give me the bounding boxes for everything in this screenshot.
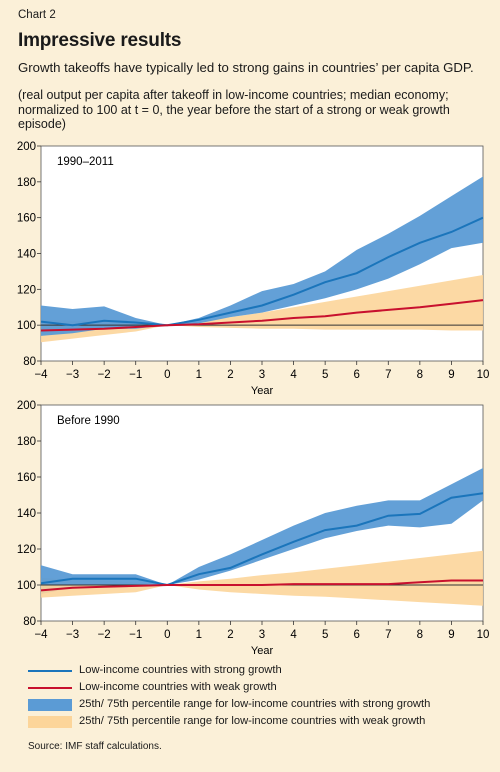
legend-label: 25th/ 75th percentile range for low-inco… (79, 715, 426, 727)
x-axis-label: Year (251, 645, 274, 657)
source-note: Source: IMF staff calculations. (28, 741, 162, 752)
chart-panel-2: 80 100 120 140 160 180 200 −4 −3 −2 −1 0 1 2 3 4 5 6 7 8 9 10… (17, 400, 490, 657)
y-tick-label: 180 (17, 177, 36, 189)
legend-label: Low-income countries with strong growth (79, 664, 282, 676)
y-tick-label: 120 (17, 284, 36, 296)
percentile-band-strong (41, 468, 483, 594)
series-line-strong (40, 492, 484, 587)
y-tick-label: 180 (17, 436, 36, 448)
y-tick-label: 200 (17, 141, 36, 153)
chart-number-label: Chart 2 (18, 9, 56, 21)
y-tick-label: 160 (17, 472, 36, 484)
x-tick-label: 1 (196, 629, 202, 641)
x-tick-label: 10 (477, 369, 490, 381)
x-tick-label: 6 (354, 629, 360, 641)
chart-note: (real output per capita after takeoff in… (18, 88, 450, 131)
x-tick-label: 4 (290, 629, 297, 641)
panel-label: Before 1990 (57, 415, 120, 427)
legend-swatch-weak-band (28, 716, 72, 728)
y-tick-label: 80 (23, 616, 36, 628)
x-tick-label: 5 (322, 629, 328, 641)
x-tick-label: 0 (164, 369, 170, 381)
x-tick-label: 7 (385, 369, 391, 381)
chart-panel-1: 80 100 120 140 160 180 200 −4 −3 −2 −1 0 1 2 3 4 5 6 7 8 9 10… (17, 141, 490, 397)
x-tick-label: −1 (129, 629, 142, 641)
y-tick-label: 200 (17, 400, 36, 412)
x-tick-label: 8 (417, 629, 423, 641)
x-tick-label: 1 (196, 369, 202, 381)
x-tick-label: 4 (290, 369, 297, 381)
x-tick-label: −1 (129, 369, 142, 381)
y-tick-label: 140 (17, 508, 36, 520)
x-tick-label: 2 (227, 629, 233, 641)
y-tick-label: 80 (23, 356, 36, 368)
percentile-band-weak-lower (41, 585, 483, 606)
x-tick-label: 9 (448, 369, 454, 381)
x-tick-label: 5 (322, 369, 328, 381)
y-tick-label: 100 (17, 580, 36, 592)
x-tick-label: −4 (34, 629, 48, 641)
x-tick-label: −3 (66, 369, 79, 381)
chart-title: Impressive results (18, 30, 182, 51)
x-tick-label: 6 (354, 369, 360, 381)
legend-swatch-strong-band (28, 699, 72, 711)
legend-label: Low-income countries with weak growth (79, 681, 277, 693)
panel-label: 1990–2011 (57, 156, 114, 168)
x-axis-label: Year (251, 385, 274, 397)
series-line-strong (40, 216, 484, 327)
x-tick-label: 10 (477, 629, 490, 641)
legend-swatch-strong-line (28, 670, 72, 672)
x-tick-label: 2 (227, 369, 233, 381)
x-tick-label: 3 (259, 629, 265, 641)
x-tick-label: 8 (417, 369, 423, 381)
legend-label: 25th/ 75th percentile range for low-inco… (79, 698, 431, 710)
x-tick-label: −4 (34, 369, 48, 381)
y-tick-label: 100 (17, 320, 36, 332)
y-tick-label: 140 (17, 249, 36, 261)
percentile-band-weak (41, 550, 483, 585)
legend-swatch-weak-line (28, 687, 72, 689)
percentile-band-strong (41, 176, 483, 336)
x-tick-label: 7 (385, 629, 391, 641)
series-line-weak (40, 299, 484, 332)
x-tick-label: −3 (66, 629, 79, 641)
y-tick-label: 120 (17, 544, 36, 556)
x-tick-label: 9 (448, 629, 454, 641)
chart-subtitle: Growth takeoffs have typically led to st… (18, 60, 474, 75)
x-tick-label: −2 (98, 369, 111, 381)
y-tick-label: 160 (17, 213, 36, 225)
x-tick-label: 3 (259, 369, 265, 381)
series-line-weak (40, 579, 483, 592)
x-tick-label: 0 (164, 629, 170, 641)
x-tick-label: −2 (98, 629, 111, 641)
